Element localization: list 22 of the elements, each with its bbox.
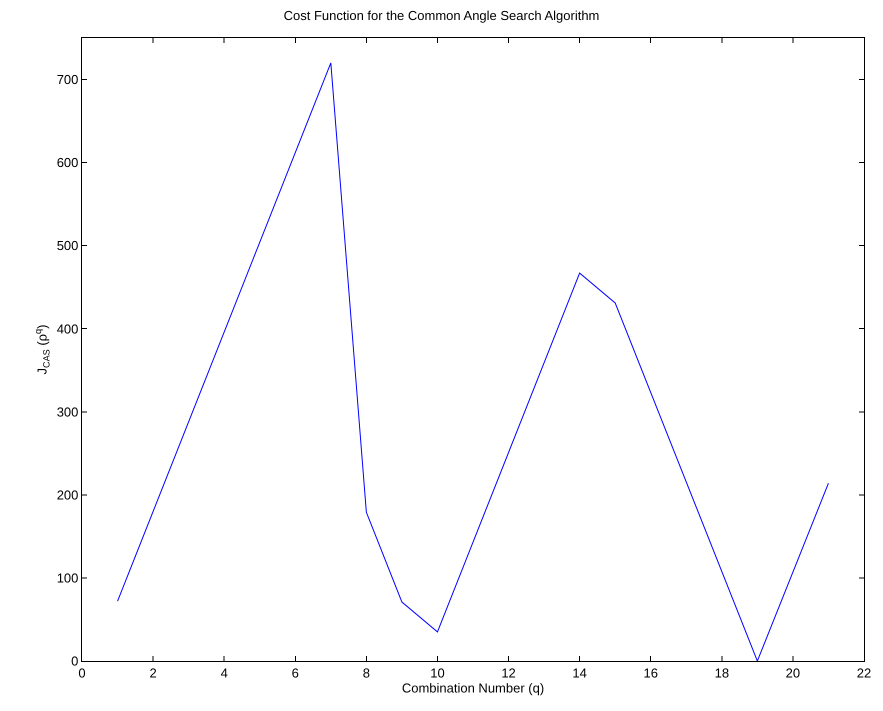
y-tick-label: 300 [56, 404, 78, 420]
chart-title: Cost Function for the Common Angle Search Algorithm [284, 8, 600, 23]
x-tick-label: 4 [220, 666, 228, 681]
x-tick-label: 2 [149, 666, 157, 681]
x-tick-label: 12 [501, 666, 516, 681]
x-tick-label: 14 [572, 666, 587, 681]
y-tick-label: 500 [56, 238, 78, 254]
x-axis-title: Combination Number (q) [402, 680, 544, 696]
y-tick-label: 100 [56, 570, 78, 586]
y-tick-label: 600 [56, 155, 78, 170]
x-tick-label: 20 [786, 666, 800, 681]
x-tick-label: 22 [856, 666, 872, 681]
x-tick-label: 10 [430, 666, 445, 681]
x-tick-label: 6 [292, 666, 299, 681]
x-tick-label: 8 [362, 666, 370, 681]
line-series [117, 62, 829, 661]
y-tick-label: 200 [56, 487, 78, 502]
x-tick-label: 16 [643, 666, 658, 681]
x-tick-label: 18 [714, 666, 730, 681]
y-tick-label: 700 [56, 72, 78, 88]
y-tick-label: 400 [56, 321, 78, 336]
y-tick-label: 0 [71, 654, 78, 669]
